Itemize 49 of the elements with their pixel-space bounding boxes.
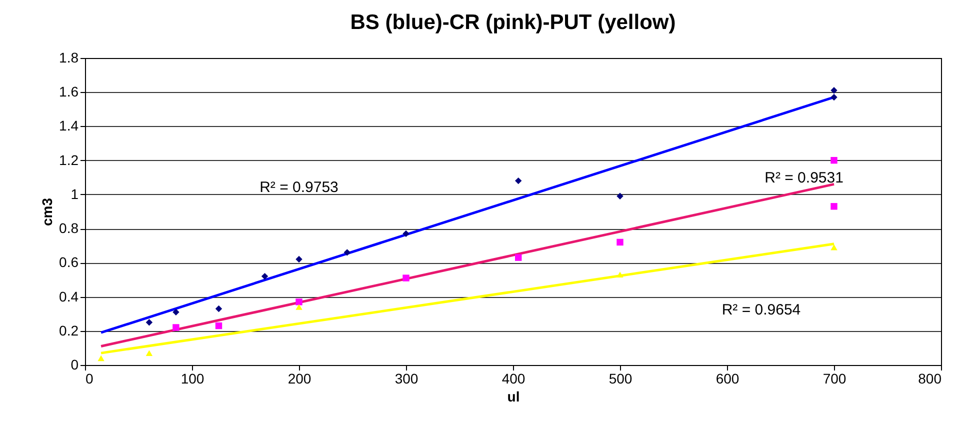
- point: [146, 319, 153, 326]
- x-axis-title: ul: [507, 388, 520, 404]
- point: [261, 272, 268, 280]
- x-tick-label: 100: [180, 370, 204, 386]
- point: [514, 254, 522, 261]
- point: [215, 322, 222, 330]
- point: [830, 203, 838, 210]
- chart-title: BS (blue)-CR (pink)-PUT (yellow): [350, 11, 676, 34]
- annotation: R² = 0.9753: [260, 178, 338, 196]
- point: [146, 350, 153, 356]
- point: [830, 244, 838, 250]
- x-tick-label: 800: [918, 370, 942, 386]
- point: [98, 355, 104, 362]
- point: [830, 94, 838, 101]
- y-tick-label: 1.4: [59, 118, 79, 134]
- point: [402, 274, 410, 282]
- y-tick-label: 0.8: [59, 220, 79, 236]
- x-tick-label: 300: [394, 370, 418, 386]
- y-tick-label: 1.6: [59, 84, 79, 100]
- point: [616, 272, 624, 278]
- point: [215, 305, 222, 312]
- point: [344, 249, 351, 256]
- y-tick-label: 1: [70, 186, 79, 202]
- y-tick-label: 0.6: [59, 254, 79, 270]
- y-axis-title: cm3: [39, 198, 56, 226]
- point: [296, 256, 302, 263]
- point: [830, 87, 838, 94]
- y-tick-label: 0.4: [59, 288, 79, 304]
- point: [616, 192, 624, 200]
- point: [172, 324, 180, 331]
- x-tick-label: 400: [502, 370, 526, 386]
- x-tick-label: 700: [822, 370, 846, 386]
- y-tick-label: 1.8: [59, 50, 79, 66]
- x-tick-label: 0: [86, 370, 94, 386]
- point: [616, 238, 624, 246]
- point: [830, 156, 838, 164]
- point: [296, 298, 302, 306]
- x-tick-label: 500: [608, 370, 632, 386]
- point: [296, 304, 302, 310]
- point: [172, 308, 180, 316]
- annotation: R² = 0.9531: [764, 170, 844, 187]
- point: [514, 177, 522, 184]
- y-tick-label: 1.2: [59, 152, 79, 168]
- point: [402, 230, 410, 238]
- y-tick-label: 0.2: [59, 322, 79, 338]
- x-tick-label: 600: [716, 370, 740, 386]
- y-tick-label: 0: [70, 356, 79, 372]
- x-tick-label: 200: [288, 370, 312, 386]
- annotation: R² = 0.9654: [722, 302, 801, 319]
